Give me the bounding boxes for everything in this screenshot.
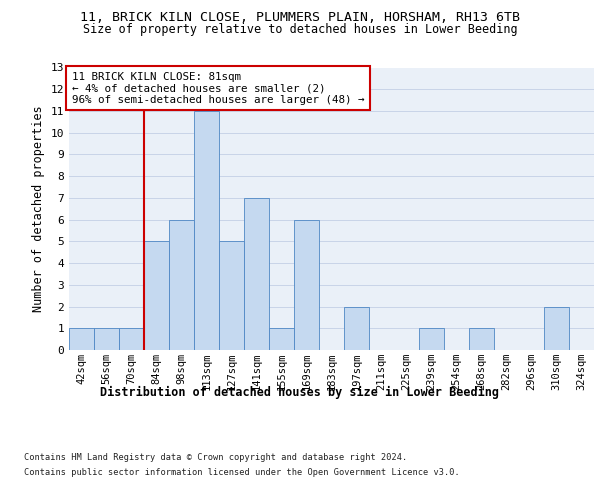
Text: Distribution of detached houses by size in Lower Beeding: Distribution of detached houses by size … [101,386,499,399]
Text: Size of property relative to detached houses in Lower Beeding: Size of property relative to detached ho… [83,24,517,36]
Bar [194,111,219,350]
Bar [119,328,144,350]
Text: 11 BRICK KILN CLOSE: 81sqm
← 4% of detached houses are smaller (2)
96% of semi-d: 11 BRICK KILN CLOSE: 81sqm ← 4% of detac… [71,72,364,105]
Y-axis label: Number of detached properties: Number of detached properties [32,106,45,312]
Bar [469,328,494,350]
Text: 11, BRICK KILN CLOSE, PLUMMERS PLAIN, HORSHAM, RH13 6TB: 11, BRICK KILN CLOSE, PLUMMERS PLAIN, HO… [80,11,520,24]
Bar [244,198,269,350]
Bar [169,220,194,350]
Text: Contains HM Land Registry data © Crown copyright and database right 2024.: Contains HM Land Registry data © Crown c… [24,453,407,462]
Bar [94,328,119,350]
Bar [344,306,369,350]
Bar [144,242,169,350]
Bar [219,242,244,350]
Bar [69,328,94,350]
Bar [269,328,294,350]
Bar [294,220,319,350]
Bar [544,306,569,350]
Bar [419,328,444,350]
Text: Contains public sector information licensed under the Open Government Licence v3: Contains public sector information licen… [24,468,460,477]
